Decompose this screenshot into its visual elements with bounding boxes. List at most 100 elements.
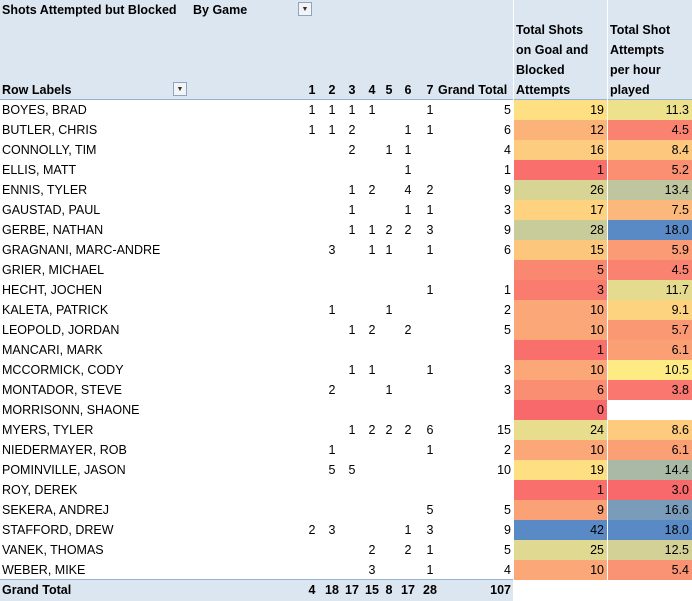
grand-total-game-cell: 4 [308,583,316,597]
per-hour-value: 7.5 [671,203,689,217]
game-column-header: 6 [404,83,412,97]
total-shots-cell: 9 [514,500,607,520]
total-shots-cell: 1 [514,480,607,500]
table-row: MYERS, TYLER 1 2 2 2 6 15 24 8.6 [0,420,692,440]
row-label: STAFFORD, DREW [2,523,114,537]
filter-dropdown-button[interactable]: ▼ [298,2,312,16]
game-cell: 1 [426,543,434,557]
per-hour-value: 5.2 [671,163,689,177]
game-cell: 2 [368,183,376,197]
per-hour-value: 13.4 [664,183,689,197]
grand-total-game-cell: 18 [325,583,339,597]
row-label: MORRISONN, SHAONE [2,403,140,417]
row-label: ROY, DEREK [2,483,78,497]
game-cell: 1 [348,203,356,217]
total-shots-header-line: Total Shots [516,23,584,37]
total-shots-value: 10 [590,443,604,457]
per-hour-header-line: Attempts [610,43,665,57]
table-row: BUTLER, CHRIS 1 1 2 1 1 6 12 4.5 [0,120,692,140]
total-shots-value: 12 [590,123,604,137]
per-hour-value: 5.7 [671,323,689,337]
game-cell: 5 [426,503,434,517]
game-cell: 4 [404,183,412,197]
per-hour-value: 3.8 [671,383,689,397]
grand-total-cell: 2 [504,303,511,317]
game-cell: 1 [426,123,434,137]
grand-total-cell: 9 [504,223,511,237]
row-label: ELLIS, MATT [2,163,77,177]
grand-total-cell: 2 [504,443,511,457]
game-cell: 2 [404,223,412,237]
per-hour-value: 18.0 [664,223,689,237]
grand-total-cell: 5 [504,543,511,557]
table-row: MCCORMICK, CODY 1 1 1 3 10 10.5 [0,360,692,380]
total-shots-header: Total Shots on Goal and Blocked Attempts [516,20,588,100]
game-cell: 1 [404,143,412,157]
game-cell: 1 [426,363,434,377]
chevron-down-icon: ▼ [301,5,309,13]
total-shots-cell: 16 [514,140,607,160]
row-label: WEBER, MIKE [2,563,86,577]
game-column-header: 1 [308,83,316,97]
total-shots-cell: 6 [514,380,607,400]
game-cell: 1 [348,103,356,117]
grand-total-cell: 5 [504,103,511,117]
total-shots-value: 26 [590,183,604,197]
row-label: VANEK, THOMAS [2,543,104,557]
total-shots-cell: 42 [514,520,607,540]
total-shots-header-line: Attempts [516,83,571,97]
table-row: CONNOLLY, TIM 2 1 1 4 16 8.4 [0,140,692,160]
per-hour-value: 18.0 [664,523,689,537]
grand-total-cell: 9 [504,183,511,197]
total-shots-value: 25 [590,543,604,557]
row-label: MANCARI, MARK [2,343,103,357]
table-row: POMINVILLE, JASON 5 5 10 19 14.4 [0,460,692,480]
per-hour-cell: 6.1 [608,440,692,460]
header-divider [0,99,692,100]
per-hour-value: 6.1 [671,343,689,357]
per-hour-cell: 13.4 [608,180,692,200]
game-cell: 1 [368,223,376,237]
total-shots-value: 15 [590,243,604,257]
per-hour-cell: 5.9 [608,240,692,260]
grand-total-game-cell: 28 [423,583,437,597]
game-column-header: 2 [328,83,336,97]
grand-total-game-cell: 15 [365,583,379,597]
game-cell: 3 [328,523,336,537]
total-shots-cell: 10 [514,320,607,340]
game-cell: 1 [426,563,434,577]
table-row: ENNIS, TYLER 1 2 4 2 9 26 13.4 [0,180,692,200]
per-hour-value: 11.3 [665,103,689,117]
game-cell: 1 [348,423,356,437]
game-cell: 1 [328,123,336,137]
grand-total-cell: 1 [504,283,511,297]
total-shots-value: 0 [597,403,604,417]
table-row: GERBE, NATHAN 1 1 2 2 3 9 28 18.0 [0,220,692,240]
grand-total-cell: 10 [497,463,511,477]
table-row: MANCARI, MARK 1 6.1 [0,340,692,360]
per-hour-value: 8.6 [671,423,689,437]
total-shots-cell: 26 [514,180,607,200]
game-cell: 1 [426,103,434,117]
game-cell: 2 [348,123,356,137]
row-labels-dropdown-button[interactable]: ▼ [173,82,187,96]
per-hour-header-line: played [610,83,650,97]
table-row: MORRISONN, SHAONE 0 [0,400,692,420]
per-hour-cell: 18.0 [608,520,692,540]
table-row: SEKERA, ANDREJ 5 5 9 16.6 [0,500,692,520]
per-hour-cell: 12.5 [608,540,692,560]
game-cell: 2 [308,523,316,537]
game-column-header: 4 [368,83,376,97]
total-shots-cell: 19 [514,460,607,480]
per-hour-cell: 5.2 [608,160,692,180]
game-cell: 1 [404,523,412,537]
total-shots-cell: 10 [514,360,607,380]
total-shots-cell: 3 [514,280,607,300]
column-separator [513,0,514,601]
game-cell: 2 [385,223,393,237]
game-cell: 6 [426,423,434,437]
filter-label: Shots Attempted but Blocked [2,3,177,17]
game-cell: 1 [426,203,434,217]
total-shots-value: 16 [590,143,604,157]
